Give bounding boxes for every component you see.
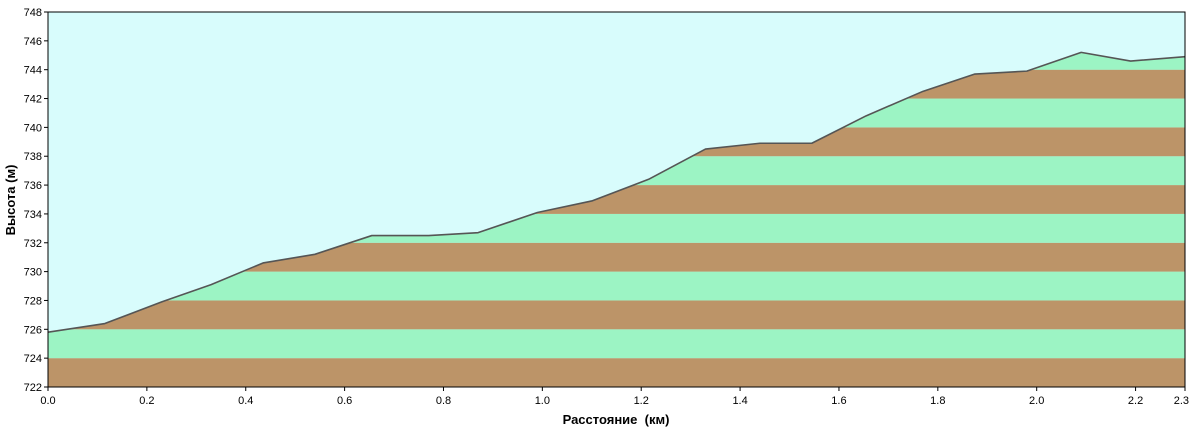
y-tick-label: 738	[24, 151, 42, 163]
y-tick-label: 730	[24, 267, 42, 279]
y-tick-label: 746	[24, 36, 42, 48]
y-tick-label: 742	[24, 94, 42, 106]
x-tick-label: 1.2	[634, 395, 649, 407]
y-tick-label: 736	[24, 180, 42, 192]
y-tick-label: 726	[24, 324, 42, 336]
x-tick-label: 1.4	[732, 395, 747, 407]
y-tick-label: 724	[24, 353, 42, 365]
plot-border	[47, 11, 1186, 388]
plot-area	[47, 11, 1186, 388]
y-tick-label: 732	[24, 238, 42, 250]
y-tick-label: 722	[24, 382, 42, 394]
y-tick-label: 744	[24, 65, 42, 77]
y-tick-label: 734	[24, 209, 42, 221]
x-tick-label: 2.3	[1174, 395, 1189, 407]
elevation-band	[48, 271, 1185, 301]
x-tick-label: 2.2	[1128, 395, 1143, 407]
x-axis-ticks: 0.0 0.2 0.4 0.6 0.8 1.0 1.2 1.4 1.6 1.8 2.0 2.2 2.3	[40, 387, 1189, 407]
x-tick-label: 0.8	[436, 395, 451, 407]
x-tick-label: 0.0	[40, 395, 55, 407]
elevation-band	[48, 358, 1185, 387]
elevation-band	[48, 300, 1185, 330]
x-tick-label: 0.2	[139, 395, 154, 407]
y-tick-label: 748	[24, 7, 42, 19]
x-tick-label: 1.6	[831, 395, 846, 407]
x-tick-label: 0.6	[337, 395, 352, 407]
x-tick-label: 1.0	[535, 395, 550, 407]
elevation-profile-line	[47, 51, 1186, 333]
y-axis-title: Высота (м)	[3, 165, 18, 236]
y-axis-ticks: 722 724 726 728 730 732 734 736 738 740 742 744 746 7…	[24, 7, 48, 394]
elevation-band	[48, 329, 1185, 359]
y-tick-label: 740	[24, 122, 42, 134]
x-tick-label: 1.8	[930, 395, 945, 407]
y-tick-label: 728	[24, 295, 42, 307]
x-axis-title: Расстояние (км)	[563, 412, 670, 427]
x-tick-label: 0.4	[238, 395, 253, 407]
x-tick-label: 2.0	[1029, 395, 1044, 407]
